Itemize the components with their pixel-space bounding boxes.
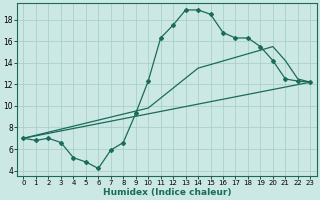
X-axis label: Humidex (Indice chaleur): Humidex (Indice chaleur) <box>103 188 231 197</box>
